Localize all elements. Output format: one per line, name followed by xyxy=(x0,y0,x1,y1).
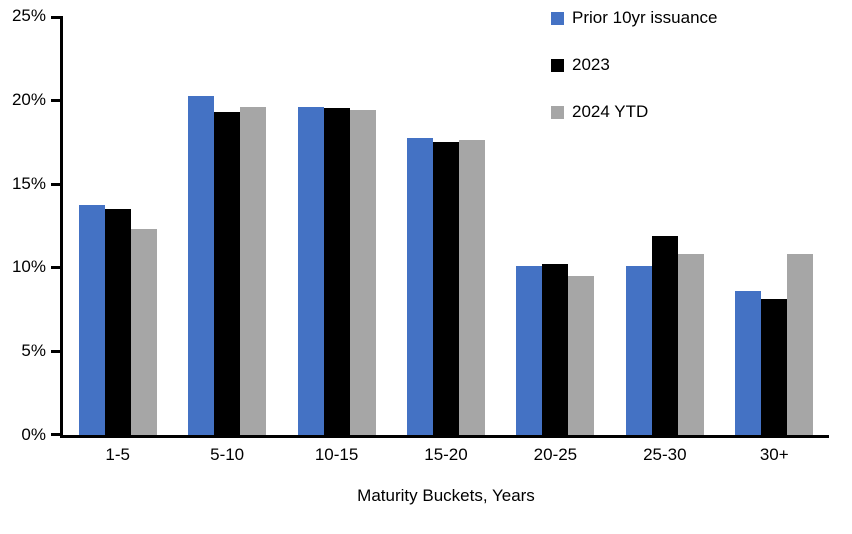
legend-label: Prior 10yr issuance xyxy=(572,8,718,27)
y-axis-tick xyxy=(51,266,60,270)
bar-prior-10yr-issuance-15-20 xyxy=(406,138,433,435)
bar-2024-ytd-5-10 xyxy=(240,106,267,435)
x-axis-tick-label: 20-25 xyxy=(533,445,578,464)
legend-item-prior-10yr-issuance: Prior 10yr issuance xyxy=(551,8,718,28)
bar-2023-25-30 xyxy=(651,235,678,435)
bar-prior-10yr-issuance-10-15 xyxy=(297,106,324,435)
bar-2024-ytd-1-5 xyxy=(130,228,157,435)
y-axis-tick xyxy=(51,182,60,186)
bar-2024-ytd-30+ xyxy=(787,254,814,435)
bar-2024-ytd-10-15 xyxy=(349,109,376,435)
legend-label: 2024 YTD xyxy=(572,102,649,121)
y-axis-tick-label: 5% xyxy=(21,341,46,361)
y-axis-tick-label: 10% xyxy=(11,257,46,277)
x-axis-tick-label: 15-20 xyxy=(424,445,468,464)
bar-2024-ytd-25-30 xyxy=(677,254,704,435)
bar-2023-5-10 xyxy=(214,111,241,435)
legend-swatch-icon xyxy=(551,58,564,72)
legend-label: 2023 xyxy=(572,55,610,74)
legend-swatch-icon xyxy=(551,11,564,25)
bar-prior-10yr-issuance-20-25 xyxy=(516,265,543,435)
bar-2023-30+ xyxy=(761,299,788,435)
bar-group-30+ xyxy=(720,16,829,435)
bar-group-25-30 xyxy=(610,16,719,435)
bar-prior-10yr-issuance-1-5 xyxy=(78,205,105,435)
legend: Prior 10yr issuance 2023 2024 YTD xyxy=(551,8,718,149)
bar-prior-10yr-issuance-5-10 xyxy=(188,96,215,435)
bar-2023-1-5 xyxy=(104,208,131,435)
bar-2024-ytd-20-25 xyxy=(568,275,595,435)
x-axis-tick-label: 30+ xyxy=(759,445,789,464)
y-axis-tick-label: 25% xyxy=(11,6,46,25)
y-axis-tick-label: 15% xyxy=(11,173,46,193)
bar-2023-10-15 xyxy=(323,108,350,435)
bar-2024-ytd-15-20 xyxy=(458,140,485,435)
bar-2023-15-20 xyxy=(432,141,459,435)
bar-group-1-5 xyxy=(63,16,172,435)
x-axis-tick-label: 5-10 xyxy=(210,445,245,464)
plot-area xyxy=(51,16,829,438)
y-axis-tick xyxy=(51,98,60,102)
bar-groups xyxy=(63,16,829,435)
y-axis-tick-label: 20% xyxy=(11,89,46,109)
x-axis-title: Maturity Buckets, Years xyxy=(357,486,535,505)
bar-group-20-25 xyxy=(501,16,610,435)
bar-group-10-15 xyxy=(282,16,391,435)
x-axis-tick-label: 10-15 xyxy=(314,445,359,464)
y-axis-tick xyxy=(51,350,60,354)
bar-prior-10yr-issuance-25-30 xyxy=(625,265,652,435)
y-axis-tick xyxy=(51,16,60,19)
bar-group-5-10 xyxy=(172,16,281,435)
legend-item-2024-ytd: 2024 YTD xyxy=(551,102,718,122)
legend-swatch-icon xyxy=(551,105,564,119)
x-axis-tick-label: 1-5 xyxy=(105,445,130,464)
bar-prior-10yr-issuance-30+ xyxy=(735,290,762,435)
y-axis-tick xyxy=(51,433,60,436)
x-axis-tick-label: 25-30 xyxy=(643,445,687,464)
x-axis-labels: 1-5 5-10 10-15 15-20 20-25 25-30 30+ xyxy=(63,445,829,465)
legend-item-2023: 2023 xyxy=(551,55,718,75)
y-axis-tick-label: 0% xyxy=(21,425,46,444)
bar-group-15-20 xyxy=(391,16,500,435)
bar-2023-20-25 xyxy=(542,264,569,435)
